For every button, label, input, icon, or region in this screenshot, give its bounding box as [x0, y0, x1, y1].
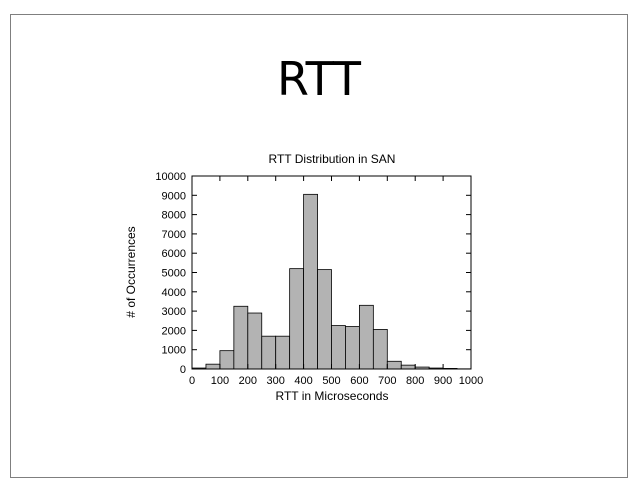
x-tick-label: 900	[434, 375, 452, 387]
x-tick-label: 800	[406, 375, 424, 387]
histogram-bar	[345, 326, 360, 370]
y-tick-label: 10000	[155, 171, 186, 183]
x-tick-label: 700	[378, 375, 396, 387]
y-axis: 0 1000 2000 3000 4000 5000 6000 7000 8000 9000 100…	[155, 171, 471, 376]
histogram-bar	[275, 335, 291, 370]
histogram-bar	[331, 325, 346, 370]
y-tick-label: 4000	[162, 287, 186, 299]
x-tick-label: 0	[189, 375, 195, 387]
y-tick-label: 0	[180, 364, 186, 376]
x-tick-label: 300	[267, 375, 285, 387]
histogram-bar	[358, 304, 374, 370]
y-tick-label: 1000	[162, 345, 186, 357]
y-tick-label: 5000	[162, 268, 186, 280]
histogram-bar	[386, 360, 402, 370]
x-tick-label: 500	[322, 375, 340, 387]
y-tick-label: 6000	[162, 248, 186, 260]
y-tick-label: 3000	[162, 306, 186, 318]
histogram-bar	[372, 329, 388, 370]
y-tick-label: 9000	[162, 190, 186, 202]
y-tick-label: 2000	[162, 325, 186, 337]
x-tick-label: 200	[239, 375, 257, 387]
x-tick-label: 400	[294, 375, 312, 387]
y-tick-label: 7000	[162, 229, 186, 241]
x-axis: 0 100 200 300 400 500 600 700 800 900 1000	[189, 176, 483, 387]
x-tick-label: 1000	[459, 375, 483, 387]
slide-title: RTT	[276, 52, 361, 106]
y-tick-label: 8000	[162, 210, 186, 222]
histogram-bar	[400, 364, 416, 370]
y-axis-label: # of Occurrences	[124, 226, 138, 317]
histogram-bar	[289, 268, 304, 370]
slide	[10, 14, 628, 478]
chart-title: RTT Distribution in SAN	[269, 152, 396, 166]
histogram-bar	[261, 335, 277, 370]
x-tick-label: 600	[350, 375, 368, 387]
x-axis-label: RTT in Microseconds	[276, 389, 389, 403]
histogram-bar	[233, 305, 249, 370]
histogram-bar	[317, 269, 332, 370]
x-tick-label: 100	[211, 375, 229, 387]
histogram-bar	[303, 193, 318, 370]
bars-group	[191, 193, 472, 370]
histogram-bar	[247, 312, 263, 370]
histogram-bar	[205, 363, 221, 370]
histogram-bar	[219, 350, 235, 370]
